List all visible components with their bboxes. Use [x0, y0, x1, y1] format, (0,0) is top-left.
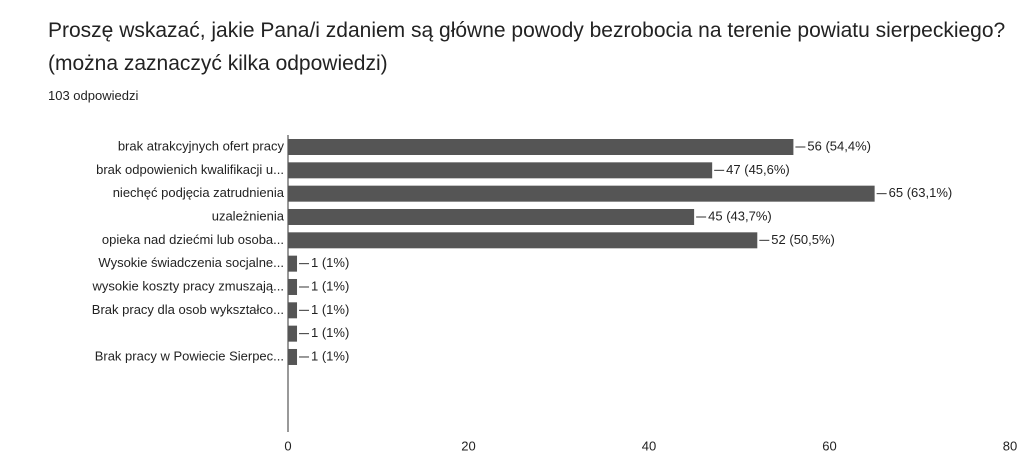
- bar: [288, 139, 794, 155]
- y-tick-label: opieka nad dziećmi lub osoba...: [102, 232, 284, 247]
- x-tick-label: 0: [284, 438, 291, 453]
- y-tick-label: brak odpowienich kwalifikacji u...: [96, 162, 284, 177]
- value-label: 1 (1%): [311, 325, 349, 340]
- bar: [288, 302, 298, 319]
- y-tick-label: wysokie koszty pracy zmuszają...: [92, 278, 284, 293]
- y-tick-label: uzależnienia: [212, 208, 285, 223]
- value-label: 47 (45,6%): [726, 162, 790, 177]
- bar: [288, 278, 298, 295]
- value-label: 1 (1%): [311, 255, 349, 270]
- x-tick-label: 20: [461, 438, 475, 453]
- bar: [288, 162, 713, 179]
- y-tick-label: niechęć podjęcia zatrudnienia: [113, 185, 285, 200]
- chart-subtitle: 103 odpowiedzi: [48, 88, 139, 103]
- value-label: 65 (63,1%): [889, 185, 953, 200]
- value-label: 1 (1%): [311, 302, 349, 317]
- bar: [288, 255, 298, 272]
- value-label: 56 (54,4%): [807, 138, 871, 153]
- bar: [288, 348, 298, 365]
- x-tick-label: 60: [822, 438, 836, 453]
- value-label: 1 (1%): [311, 348, 349, 363]
- value-label: 52 (50,5%): [771, 232, 835, 247]
- chart-title: Proszę wskazać, jakie Pana/i zdaniem są …: [48, 19, 1006, 75]
- x-tick-label: 80: [1003, 438, 1017, 453]
- y-tick-label: Brak pracy dla osob wykształco...: [92, 302, 284, 317]
- value-label: 45 (43,7%): [708, 208, 772, 223]
- x-tick-label: 40: [642, 438, 656, 453]
- bar: [288, 208, 695, 225]
- value-label: 1 (1%): [311, 278, 349, 293]
- bar: [288, 232, 758, 249]
- y-tick-label: brak atrakcyjnych ofert pracy: [118, 138, 285, 153]
- y-tick-label: Wysokie świadczenia socjalne...: [98, 255, 284, 270]
- bar: [288, 185, 875, 202]
- bar: [288, 325, 298, 342]
- y-tick-label: Brak pracy w Powiecie Sierpec...: [95, 348, 284, 363]
